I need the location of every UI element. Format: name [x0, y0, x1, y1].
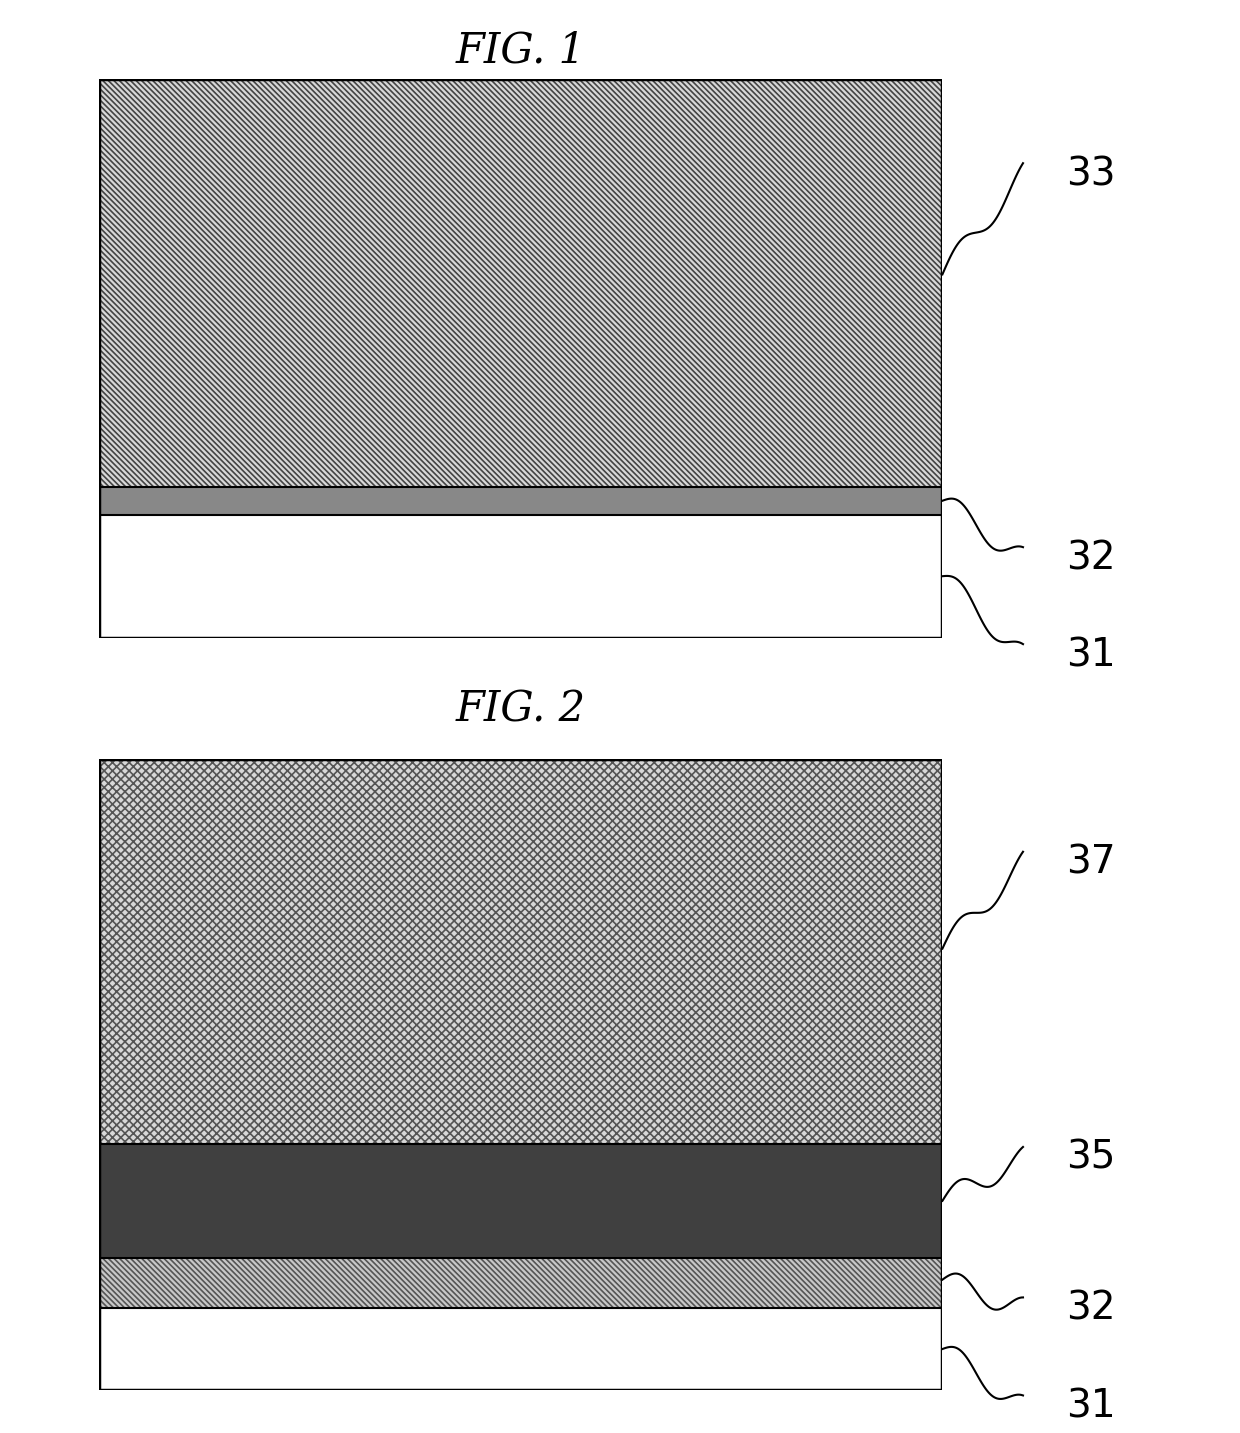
Text: FIG. 1: FIG. 1 [456, 29, 585, 72]
Bar [99, 1308, 942, 1390]
Text: 35: 35 [1066, 1139, 1116, 1176]
Bar [99, 487, 942, 514]
Bar [99, 1258, 942, 1308]
Bar [99, 514, 942, 638]
Text: 32: 32 [1066, 1290, 1116, 1327]
Text: 31: 31 [1066, 636, 1116, 674]
Bar [99, 1144, 942, 1258]
Bar [99, 759, 942, 1144]
Bar [99, 1258, 942, 1308]
Text: FIG. 2: FIG. 2 [456, 688, 585, 731]
Text: 37: 37 [1066, 844, 1116, 881]
Bar [99, 759, 942, 1144]
Bar [99, 79, 942, 487]
Text: 31: 31 [1066, 1387, 1116, 1426]
Text: 32: 32 [1066, 539, 1116, 577]
Bar [99, 79, 942, 487]
Text: 33: 33 [1066, 155, 1116, 193]
